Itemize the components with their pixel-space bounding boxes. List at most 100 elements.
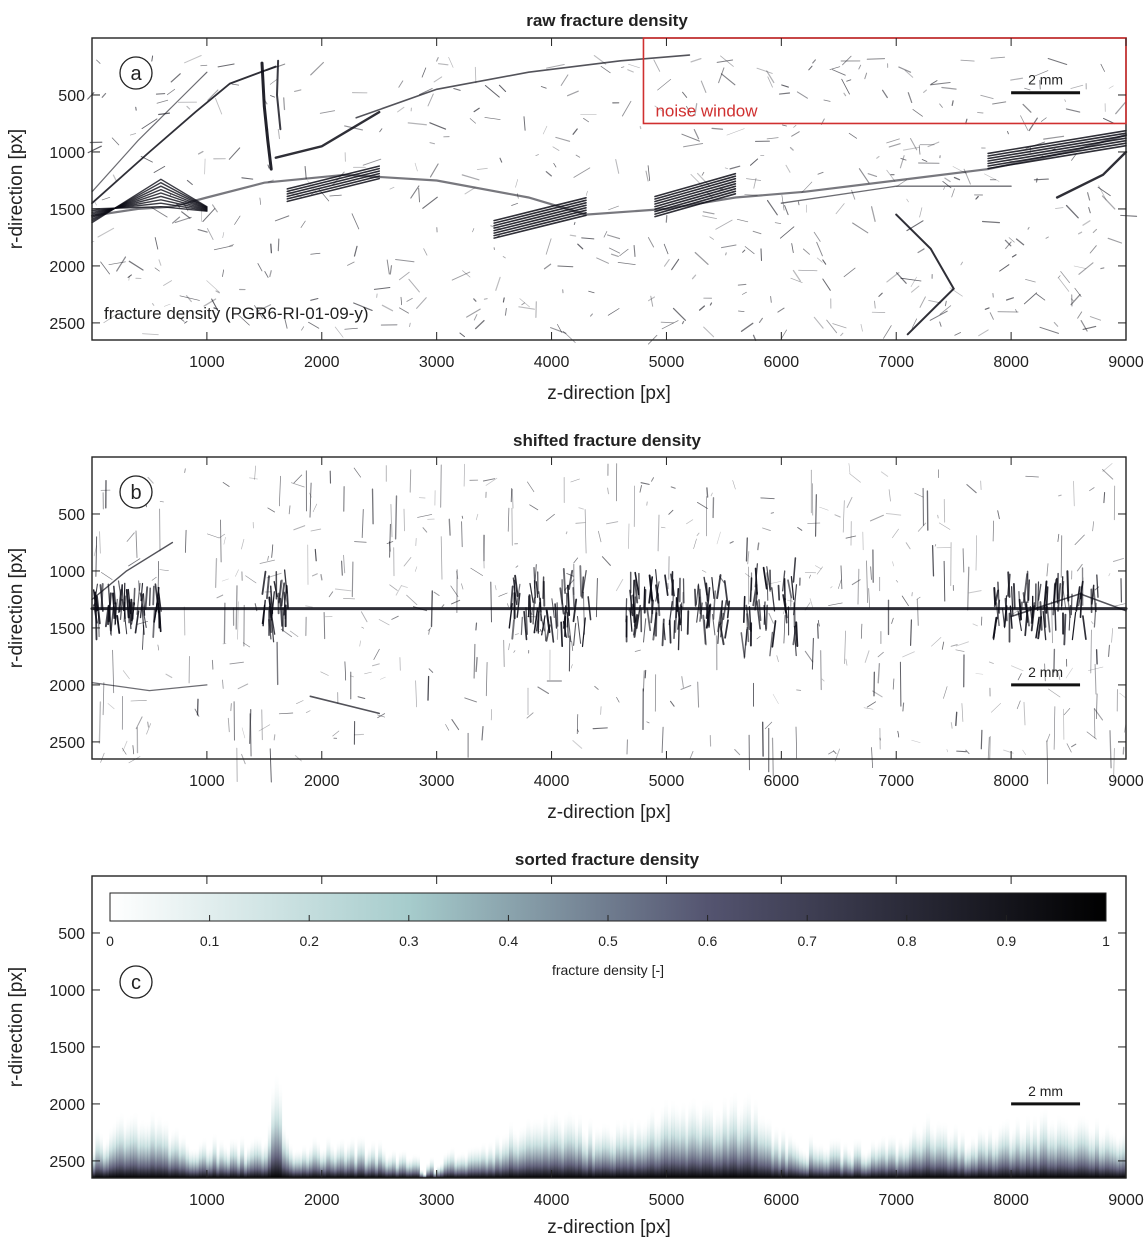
fracture-trace — [984, 173, 1000, 182]
fracture-trace — [648, 576, 654, 604]
fracture-trace — [768, 613, 774, 624]
fracture-trace — [840, 332, 844, 337]
fracture-trace — [398, 80, 404, 88]
fracture-trace — [719, 623, 725, 646]
fracture-trace — [269, 79, 278, 85]
fracture-trace — [883, 325, 892, 339]
fracture-trace — [900, 157, 907, 161]
fracture-trace — [686, 610, 690, 635]
fracture-trace — [848, 463, 851, 474]
fracture-trace — [1097, 186, 1111, 197]
fracture-trace — [657, 514, 660, 552]
fracture-trace — [895, 213, 955, 336]
fracture-trace — [523, 116, 526, 131]
fracture-trace — [770, 296, 772, 303]
fracture-trace — [172, 216, 181, 224]
fracture-trace — [1010, 665, 1024, 672]
fracture-trace — [729, 541, 734, 544]
density-column — [533, 1117, 538, 1178]
density-column — [553, 1108, 558, 1178]
fracture-trace — [215, 97, 223, 115]
fracture-trace — [849, 473, 861, 483]
fracture-trace — [886, 169, 896, 182]
fracture-trace — [629, 608, 633, 632]
fracture-trace — [866, 58, 886, 60]
fracture-trace — [433, 591, 440, 597]
fracture-trace — [139, 593, 144, 619]
fracture-trace — [1073, 265, 1087, 269]
fracture-trace — [213, 245, 234, 251]
fracture-trace — [207, 533, 220, 539]
density-column — [1053, 1122, 1058, 1178]
fracture-trace — [987, 132, 1127, 157]
fracture-trace — [152, 609, 156, 638]
fracture-trace — [151, 55, 154, 62]
density-column — [491, 1147, 496, 1178]
fracture-trace — [722, 600, 728, 620]
fracture-trace — [328, 591, 334, 598]
fracture-trace — [600, 65, 611, 74]
fracture-trace — [716, 531, 721, 545]
fracture-trace — [781, 194, 785, 211]
density-column — [540, 1119, 545, 1178]
fracture-trace — [1051, 601, 1053, 644]
fracture-trace — [669, 700, 675, 707]
fracture-trace — [481, 726, 484, 741]
fracture-trace — [515, 565, 519, 568]
fracture-trace — [308, 321, 320, 329]
fracture-trace — [1073, 480, 1075, 507]
fracture-trace — [729, 165, 741, 170]
fracture-trace — [186, 179, 193, 186]
fracture-trace — [1010, 77, 1024, 81]
fracture-trace — [595, 577, 598, 618]
fracture-trace — [111, 137, 120, 146]
fracture-trace — [732, 480, 736, 490]
fracture-trace — [1093, 707, 1096, 739]
fracture-trace — [691, 274, 697, 280]
fracture-trace — [241, 727, 246, 739]
fracture-trace — [534, 631, 541, 633]
fracture-trace — [939, 321, 942, 327]
fracture-trace — [845, 535, 857, 539]
density-column — [429, 1155, 434, 1178]
x-tick-label: 5000 — [649, 354, 685, 371]
fracture-trace — [744, 573, 751, 578]
fracture-trace — [632, 579, 635, 608]
density-column — [936, 1118, 941, 1178]
density-column — [595, 1125, 600, 1178]
fracture-trace — [166, 88, 176, 96]
fracture-trace — [93, 583, 98, 606]
fracture-trace — [842, 500, 845, 533]
fracture-trace — [269, 748, 272, 783]
fracture-trace — [1043, 605, 1047, 628]
fracture-trace — [110, 606, 115, 635]
fracture-trace — [1070, 293, 1081, 306]
fracture-trace — [116, 256, 127, 272]
fracture-trace — [490, 581, 492, 623]
density-column — [664, 1096, 669, 1178]
fracture-trace — [397, 106, 405, 113]
fracture-trace — [320, 671, 329, 676]
density-column — [571, 1112, 576, 1178]
fracture-trace — [305, 605, 313, 608]
x-tick-label: 6000 — [764, 1192, 800, 1209]
density-column — [1050, 1117, 1055, 1178]
fracture-trace — [200, 207, 203, 222]
fracture-trace — [293, 525, 306, 531]
fracture-trace — [241, 538, 245, 550]
fracture-trace — [274, 215, 290, 222]
fracture-trace — [661, 320, 679, 330]
fracture-trace — [557, 324, 563, 333]
y-tick-label: 2500 — [49, 316, 85, 333]
density-column — [1081, 1113, 1086, 1178]
fracture-trace — [816, 623, 819, 639]
fracture-trace — [833, 750, 837, 755]
density-column — [98, 1131, 103, 1178]
density-column — [922, 1120, 927, 1178]
fracture-trace — [407, 122, 427, 126]
density-column — [260, 1143, 265, 1178]
fracture-trace — [97, 227, 115, 238]
fracture-trace — [851, 579, 861, 586]
density-column — [364, 1151, 369, 1178]
density-column — [112, 1121, 117, 1178]
